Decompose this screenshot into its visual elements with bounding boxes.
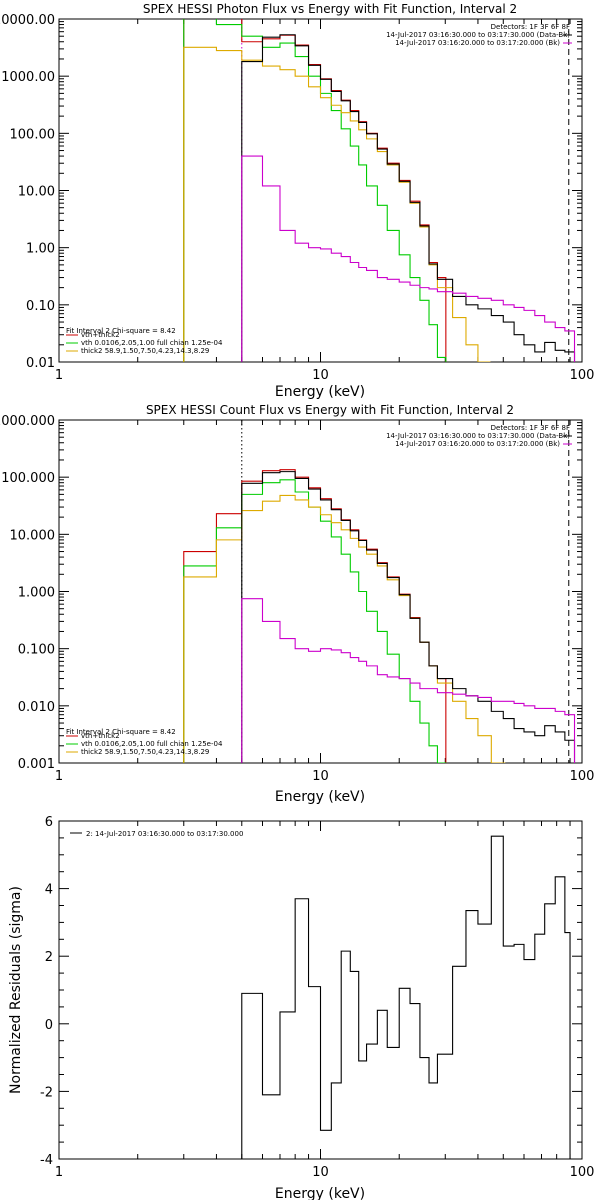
count-flux-info-line: 14-Jul-2017 03:16:30.000 to 03:17:30.000…	[386, 432, 570, 440]
x-tick-label: 10	[312, 769, 329, 784]
y-tick-label: 0.100	[18, 643, 55, 658]
count-flux-info-line: Detectors: 1F 3F 6F 8F	[491, 424, 570, 432]
photon-flux-info-line: 14-Jul-2017 03:16:20.000 to 03:17:20.000…	[395, 39, 560, 47]
count-flux-xlabel: Energy (keV)	[275, 789, 365, 805]
y-tick-label: 0.001	[18, 757, 55, 772]
series-line	[241, 471, 576, 763]
y-tick-label: 1.000	[18, 586, 55, 601]
count-flux-panel: SPEX HESSI Count Flux vs Energy with Fit…	[0, 403, 594, 805]
y-tick-label: 1000.000	[0, 414, 55, 429]
series-line	[183, 19, 447, 362]
series-line	[241, 34, 576, 362]
count-flux-title: SPEX HESSI Count Flux vs Energy with Fit…	[146, 403, 514, 417]
residuals-ylabel: Normalized Residuals (sigma)	[8, 886, 24, 1094]
y-tick-label: 2	[45, 950, 53, 965]
residuals-legend-label: 2: 14-Jul-2017 03:16:30.000 to 03:17:30.…	[86, 830, 243, 838]
x-tick-label: 1	[55, 368, 63, 383]
series-line	[183, 479, 447, 763]
photon-flux-panel: SPEX HESSI Photon Flux vs Energy with Fi…	[0, 2, 594, 400]
photon-flux-info-line: 14-Jul-2017 03:16:30.000 to 03:17:30.000…	[386, 31, 570, 39]
residuals-panel: 1 10 100 -4 -2 0 2 4 6 2: 14-Jul-2017 03:16:30.0…	[8, 815, 594, 1200]
x-tick-label: 100	[570, 769, 595, 784]
legend-label: vth 0.0106,2.05,1.00 full chian 1.25e-04	[81, 339, 223, 347]
x-tick-label: 100	[570, 368, 595, 383]
photon-flux-info-line: Detectors: 1F 3F 6F 8F	[491, 23, 570, 31]
photon-flux-xlabel: Energy (keV)	[275, 384, 365, 400]
y-tick-label: 1000.00	[1, 70, 55, 85]
legend-label: vth+thick2	[81, 331, 120, 339]
legend-label: thick2 58.9,1.50,7.50,4.23,14.3,8.29	[81, 748, 209, 756]
count-flux-info-line: 14-Jul-2017 03:16:20.000 to 03:17:20.000…	[395, 440, 560, 448]
x-tick-label: 1	[55, 1165, 63, 1180]
residuals-xlabel: Energy (keV)	[275, 1186, 365, 1200]
residuals-ticks: 1 10 100 -4 -2 0 2 4 6	[40, 815, 594, 1180]
y-tick-label: 100.00	[10, 127, 56, 142]
series-line	[183, 469, 447, 763]
series-line	[183, 46, 491, 362]
photon-flux-fit-label: Fit Interval 2 Chi-square = 8.42	[66, 327, 176, 335]
series-line	[241, 598, 576, 763]
x-tick-label: 10	[312, 1165, 329, 1180]
x-tick-label: 1	[55, 769, 63, 784]
x-tick-label: 10	[312, 368, 329, 383]
photon-flux-ticks: 1 10 100 0.01 0.10 1.00 10.00 100.00 1000.00 1000…	[0, 13, 594, 383]
y-tick-label: 0.010	[18, 700, 55, 715]
y-tick-label: 0.10	[26, 299, 55, 314]
series-line	[183, 494, 506, 763]
series-line	[241, 835, 571, 1159]
photon-flux-title: SPEX HESSI Photon Flux vs Energy with Fi…	[143, 2, 517, 16]
y-tick-label: 10.00	[18, 185, 55, 200]
residuals-series	[241, 835, 571, 1159]
legend-label: thick2 58.9,1.50,7.50,4.23,14.3,8.29	[81, 347, 209, 355]
count-flux-fit-label: Fit Interval 2 Chi-square = 8.42	[66, 728, 176, 736]
y-tick-label: 4	[45, 883, 53, 898]
legend-label: vth+thick2	[81, 732, 120, 740]
y-tick-label: 6	[45, 815, 53, 830]
y-tick-label: -4	[40, 1153, 53, 1168]
y-tick-label: 0.01	[26, 356, 55, 371]
y-tick-label: 0	[45, 1018, 53, 1033]
count-flux-ticks: 1 10 100 0.001 0.010 0.100 1.000 10.000 100.000 1…	[0, 414, 594, 784]
count-flux-series	[183, 420, 576, 763]
series-line	[183, 19, 447, 362]
legend-label: vth 0.0106,2.05,1.00 full chian 1.25e-04	[81, 740, 223, 748]
y-tick-label: 10.000	[10, 528, 56, 543]
series-line	[241, 155, 576, 362]
y-tick-label: 100.000	[1, 471, 55, 486]
x-tick-label: 100	[570, 1165, 595, 1180]
y-tick-label: 10000.00	[0, 13, 55, 28]
y-tick-label: 1.00	[26, 242, 55, 257]
photon-flux-series	[183, 19, 576, 362]
y-tick-label: -2	[40, 1085, 53, 1100]
